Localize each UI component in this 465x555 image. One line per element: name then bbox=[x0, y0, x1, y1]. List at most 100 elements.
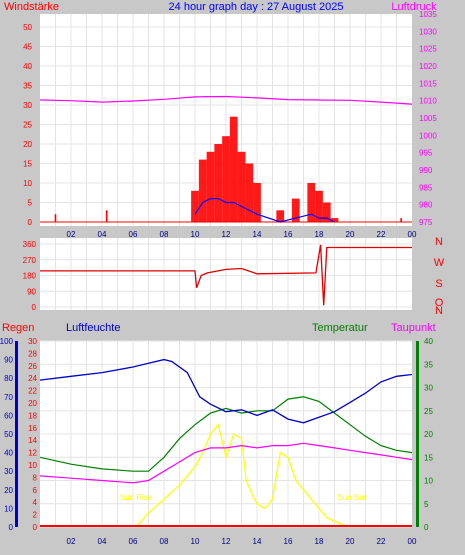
x-tick-label: 16 bbox=[284, 537, 293, 546]
humidity-line bbox=[39, 358, 413, 424]
humidity-tick-label: 50 bbox=[4, 430, 13, 439]
compass-label: N bbox=[435, 236, 443, 248]
wind-tick-label: 5 bbox=[28, 199, 33, 208]
rain-tick-label: 18 bbox=[28, 411, 37, 420]
x-tick-label: 14 bbox=[253, 230, 262, 239]
wind-tick-label: 25 bbox=[23, 121, 32, 130]
compass-label: S bbox=[435, 278, 442, 290]
x-tick-label: 02 bbox=[67, 230, 76, 239]
pressure-tick-label: 1005 bbox=[419, 114, 437, 123]
humidity-tick-label: 20 bbox=[4, 486, 13, 495]
wind-tick-label: 45 bbox=[23, 43, 32, 52]
humidity-tick-label: 100 bbox=[0, 337, 14, 346]
pressure-line bbox=[39, 95, 413, 105]
rain-tick-label: 12 bbox=[28, 449, 37, 458]
pressure-tick-label: 985 bbox=[419, 183, 433, 192]
humidity-tick-label: 40 bbox=[4, 449, 13, 458]
gust-bar bbox=[237, 151, 246, 222]
climate-marks: Sun Rise Sun Set bbox=[39, 358, 413, 528]
x-tick-label: 04 bbox=[98, 537, 107, 546]
gust-bar bbox=[322, 202, 331, 222]
wind-tick-label: 50 bbox=[23, 23, 32, 32]
temperature-y-ticks: 40 35 30 25 20 15 10 5 0 bbox=[424, 337, 433, 532]
sun-rise-label: Sun Rise bbox=[120, 493, 153, 502]
wind-tick-label: 40 bbox=[23, 62, 32, 71]
rain-axis-label: Regen bbox=[2, 322, 34, 334]
temperature-tick-label: 30 bbox=[424, 384, 433, 393]
rain-tick-label: 14 bbox=[28, 436, 37, 445]
temperature-tick-label: 0 bbox=[424, 523, 429, 532]
pressure-tick-label: 1030 bbox=[419, 27, 437, 36]
x-tick-label: 08 bbox=[160, 537, 169, 546]
x-tick-label: 12 bbox=[222, 230, 231, 239]
pressure-tick-label: 1025 bbox=[419, 45, 437, 54]
temperature-axis-label: Temperatur bbox=[312, 322, 368, 334]
x-tick-label: 20 bbox=[346, 230, 355, 239]
rain-tick-label: 16 bbox=[28, 424, 37, 433]
rain-tick-label: 4 bbox=[33, 498, 38, 507]
x-tick-label: 06 bbox=[129, 230, 138, 239]
x-tick-label: 18 bbox=[315, 537, 324, 546]
humidity-tick-label: 10 bbox=[4, 504, 13, 513]
wind-tick-label: 0 bbox=[28, 218, 33, 227]
gust-bar bbox=[291, 198, 300, 222]
wind-x-ticks: 02 04 06 08 10 12 14 16 18 20 22 00 bbox=[67, 230, 417, 239]
pressure-tick-label: 995 bbox=[419, 149, 433, 158]
temperature-tick-label: 20 bbox=[424, 430, 433, 439]
x-tick-label: 16 bbox=[284, 230, 293, 239]
rain-tick-label: 22 bbox=[28, 387, 37, 396]
rain-tick-label: 30 bbox=[28, 337, 37, 346]
pressure-tick-label: 1015 bbox=[419, 79, 437, 88]
climate-x-ticks: 02 04 06 08 10 12 14 16 18 20 22 00 bbox=[67, 537, 417, 546]
wind-tick-label: 30 bbox=[23, 101, 32, 110]
wind-average-line bbox=[194, 198, 335, 223]
compass-label: O bbox=[435, 297, 444, 309]
direction-tick-label: 270 bbox=[23, 256, 37, 265]
temperature-tick-label: 15 bbox=[424, 453, 433, 462]
gust-bar bbox=[245, 163, 254, 222]
direction-tick-label: 180 bbox=[23, 272, 37, 281]
gust-bar bbox=[206, 151, 215, 222]
pressure-tick-label: 1010 bbox=[419, 97, 437, 106]
x-tick-label: 10 bbox=[191, 537, 200, 546]
pressure-tick-label: 990 bbox=[419, 166, 433, 175]
gust-bar bbox=[222, 136, 230, 222]
pressure-tick-label: 980 bbox=[419, 201, 433, 210]
x-tick-label: 00 bbox=[408, 537, 417, 546]
pressure-tick-label: 1000 bbox=[419, 131, 437, 140]
temperature-tick-label: 10 bbox=[424, 477, 433, 486]
direction-tick-label: 360 bbox=[23, 240, 37, 249]
pressure-y-ticks: 1035 1030 1025 1020 1015 1010 1005 1000 995 990 98… bbox=[419, 10, 437, 227]
x-tick-label: 02 bbox=[67, 537, 76, 546]
x-tick-label: 00 bbox=[408, 230, 417, 239]
rain-tick-label: 0 bbox=[33, 523, 38, 532]
temperature-tick-label: 35 bbox=[424, 360, 433, 369]
x-tick-label: 20 bbox=[346, 537, 355, 546]
gust-bar bbox=[191, 190, 199, 222]
compass-label: N bbox=[435, 305, 443, 317]
gust-bar bbox=[276, 210, 285, 222]
wind-axis-label: Windstärke bbox=[4, 1, 59, 13]
gust-bar bbox=[330, 218, 339, 222]
pressure-tick-label: 1020 bbox=[419, 62, 437, 71]
humidity-tick-label: 70 bbox=[4, 393, 13, 402]
temperature-tick-label: 40 bbox=[424, 337, 433, 346]
x-tick-label: 18 bbox=[315, 230, 324, 239]
direction-tick-label: 0 bbox=[32, 303, 37, 312]
gust-bar bbox=[307, 183, 316, 222]
x-tick-label: 22 bbox=[377, 230, 386, 239]
wind-marks bbox=[39, 95, 413, 223]
wind-tick-label: 10 bbox=[23, 179, 32, 188]
gust-bar bbox=[229, 116, 238, 222]
rain-tick-label: 20 bbox=[28, 399, 37, 408]
humidity-axis-label: Luftfeuchte bbox=[66, 322, 120, 334]
direction-marks bbox=[40, 244, 412, 306]
gust-spike bbox=[54, 214, 57, 222]
rain-tick-label: 6 bbox=[33, 486, 38, 495]
gust-spike bbox=[105, 210, 108, 222]
rain-tick-label: 2 bbox=[33, 511, 38, 520]
